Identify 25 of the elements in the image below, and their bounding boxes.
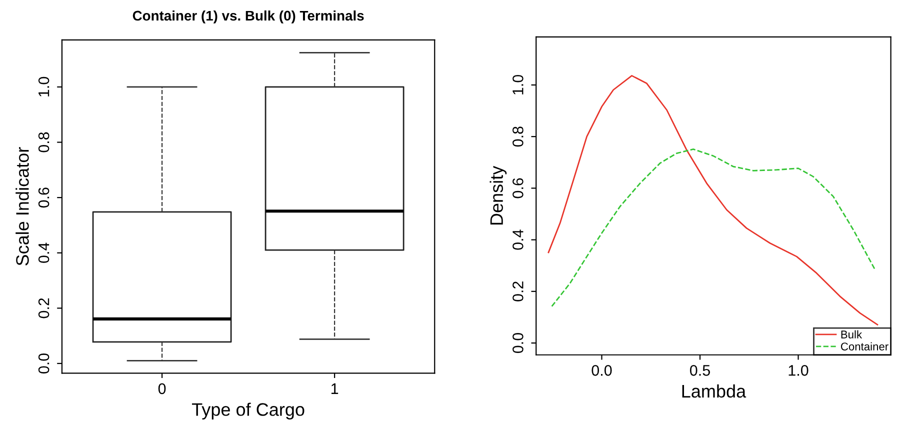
y-axis-title: Scale Indicator — [16, 147, 29, 266]
y-axis-title: Density — [490, 166, 507, 225]
x-tick-label: 0 — [158, 383, 166, 394]
y-tick-label: 0.4 — [512, 230, 524, 250]
y-tick-label: 0.6 — [512, 178, 524, 198]
y-tick-label: 0.2 — [38, 298, 50, 318]
x-axis-title: Lambda — [682, 384, 746, 398]
x-tick-label: 1.0 — [788, 365, 808, 376]
y-tick-label: 0.4 — [38, 242, 50, 263]
y-tick-label: 0.8 — [38, 132, 50, 152]
x-axis-title: Type of Cargo — [192, 402, 304, 420]
legend-label: Container — [840, 342, 888, 350]
y-tick-label: 0.6 — [38, 188, 50, 208]
legend-label: Bulk — [841, 330, 862, 338]
y-tick-label: 0.2 — [512, 282, 524, 302]
y-tick-label: 0.0 — [512, 332, 524, 354]
line-series — [548, 74, 878, 326]
x-tick-label: 0.0 — [592, 365, 612, 376]
y-tick-label: 1.0 — [38, 76, 50, 96]
x-tick-label: 0.5 — [690, 365, 710, 376]
line-series — [551, 148, 876, 308]
chart-title: Container (1) vs. Bulk (0) Terminals — [132, 10, 364, 24]
x-tick-label: 1 — [331, 383, 338, 394]
y-tick-label: 1.0 — [512, 74, 524, 94]
y-tick-label: 0.8 — [512, 126, 524, 147]
